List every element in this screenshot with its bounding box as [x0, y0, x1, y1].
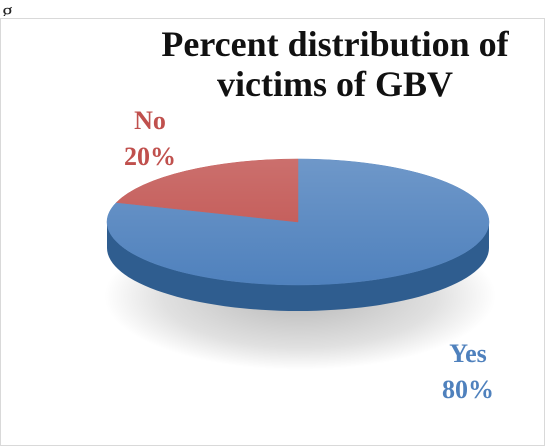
pie-side-yes: [107, 222, 489, 311]
slice-percent-no: 20%: [124, 142, 176, 171]
chart-title-line-2: victims of GBV: [217, 64, 453, 104]
chart-title-line-1: Percent distribution of: [161, 24, 509, 64]
chart-title: Percent distribution of victims of GBV: [120, 24, 547, 104]
slice-label-yes: Yes: [449, 339, 487, 368]
slice-label-no: No: [134, 106, 166, 135]
pie-sides: [107, 222, 489, 311]
slice-percent-yes: 80%: [442, 375, 494, 404]
page-text-fragment: g: [2, 0, 13, 16]
pie-tops: [106, 158, 490, 286]
pie-highlight: [107, 159, 489, 285]
